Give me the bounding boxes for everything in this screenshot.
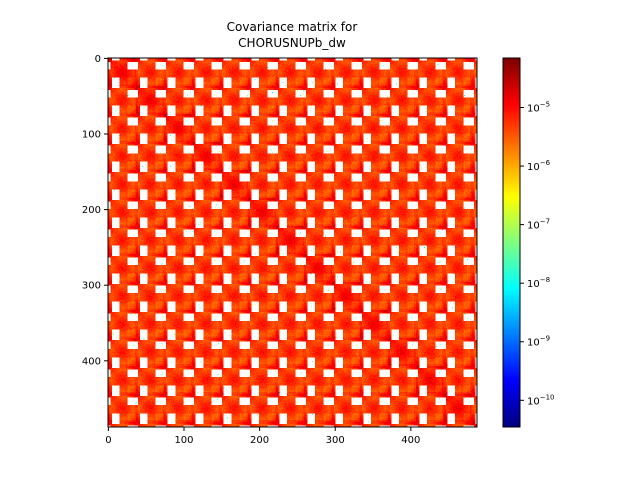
y-tick-label: 300 — [82, 281, 101, 292]
x-axis: 0 100 200 300 400 — [105, 427, 420, 446]
colorbar-tick-label: 10−6 — [527, 159, 551, 173]
colorbar-gradient — [503, 58, 520, 427]
colorbar-tick-label: 10−5 — [527, 100, 550, 114]
x-tick-label: 300 — [326, 435, 345, 446]
y-tick-label: 0 — [95, 54, 101, 65]
y-axis: 0 100 200 300 400 — [82, 54, 108, 367]
chart-title-line-2: CHORUSNUPb_dw — [238, 36, 346, 50]
x-tick-label: 400 — [401, 435, 420, 446]
x-tick-label: 0 — [105, 435, 111, 446]
colorbar-tick-label: 10−7 — [527, 218, 550, 232]
colorbar-tick-label: 10−8 — [527, 276, 550, 290]
chart-title-line-1: Covariance matrix for — [227, 20, 358, 34]
colorbar: 10−10 10−9 10−8 10−7 10−6 10−5 — [502, 57, 555, 428]
covariance-heatmap — [108, 58, 477, 427]
colorbar-tick-label: 10−10 — [527, 393, 555, 407]
x-tick-label: 100 — [174, 435, 193, 446]
heatmap-plot-area: 0 100 200 300 400 0 100 200 300 400 — [82, 54, 478, 446]
colorbar-tick-label: 10−9 — [527, 335, 550, 349]
y-tick-label: 400 — [82, 356, 101, 367]
colorbar-frame — [502, 57, 521, 428]
y-tick-label: 200 — [82, 205, 101, 216]
x-tick-label: 200 — [250, 435, 269, 446]
colorbar-ticks: 10−10 10−9 10−8 10−7 10−6 10−5 — [520, 100, 555, 407]
y-tick-label: 100 — [82, 129, 101, 140]
plot-frame — [107, 57, 478, 428]
